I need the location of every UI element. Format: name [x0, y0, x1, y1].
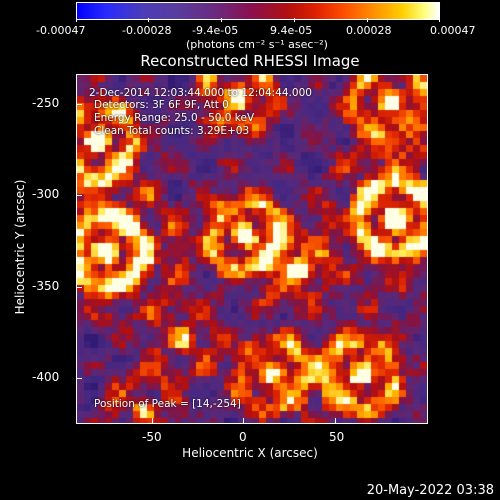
colorbar: [76, 2, 440, 20]
energy-range-text: Energy Range: 25.0 - 50.0 keV: [94, 112, 255, 124]
clean-counts-text: Clean Total counts: 3.29E+03: [94, 125, 250, 137]
colorbar-tick-label: -0.00047: [36, 24, 86, 37]
colorbar-tick-mark: [294, 18, 295, 22]
peak-position-text: Position of Peak = [14,-254]: [94, 398, 241, 410]
y-tick-label: -350: [32, 279, 60, 293]
x-tick-label: 0: [239, 430, 247, 444]
time-range-text: 2-Dec-2014 12:03:44.000 to 12:04:44.000: [89, 87, 312, 99]
y-tick-mark: [76, 287, 82, 288]
rhessi-image: [77, 75, 427, 423]
x-tick-mark: [243, 418, 244, 424]
y-tick-label: -300: [32, 187, 60, 201]
colorbar-tick-mark: [76, 18, 77, 22]
x-tick-label: 50: [329, 430, 345, 444]
colorbar-tick-label: 0.00047: [430, 24, 476, 37]
y-tick-mark: [76, 104, 82, 105]
x-tick-label: -50: [142, 430, 162, 444]
colorbar-tick-mark: [367, 18, 368, 22]
y-tick-label: -250: [32, 96, 60, 110]
y-tick-label: -400: [32, 370, 60, 384]
colorbar-tick-mark: [439, 18, 440, 22]
y-tick-mark: [76, 378, 82, 379]
colorbar-tick-label: -9.4e-05: [192, 24, 239, 37]
colorbar-tick-label: 9.4e-05: [270, 24, 313, 37]
x-tick-mark: [152, 418, 153, 424]
plot-title: Reconstructed RHESSI Image: [140, 52, 360, 70]
x-tick-mark: [335, 418, 336, 424]
colorbar-tick-mark: [148, 18, 149, 22]
timestamp: 20-May-2022 03:38: [366, 483, 494, 498]
detectors-text: Detectors: 3F 6F 9F, Att 0: [94, 99, 229, 111]
colorbar-tick-mark: [221, 18, 222, 22]
colorbar-tick-label: -0.00028: [122, 24, 172, 37]
colorbar-tick-label: 0.00028: [346, 24, 392, 37]
y-tick-mark: [76, 195, 82, 196]
image-plot: 2-Dec-2014 12:03:44.000 to 12:04:44.000 …: [76, 74, 428, 424]
y-axis-label: Heliocentric Y (arcsec): [13, 179, 27, 315]
x-axis-label: Heliocentric X (arcsec): [182, 446, 318, 460]
colorbar-unit: (photons cm⁻² s⁻¹ asec⁻²): [186, 38, 328, 51]
